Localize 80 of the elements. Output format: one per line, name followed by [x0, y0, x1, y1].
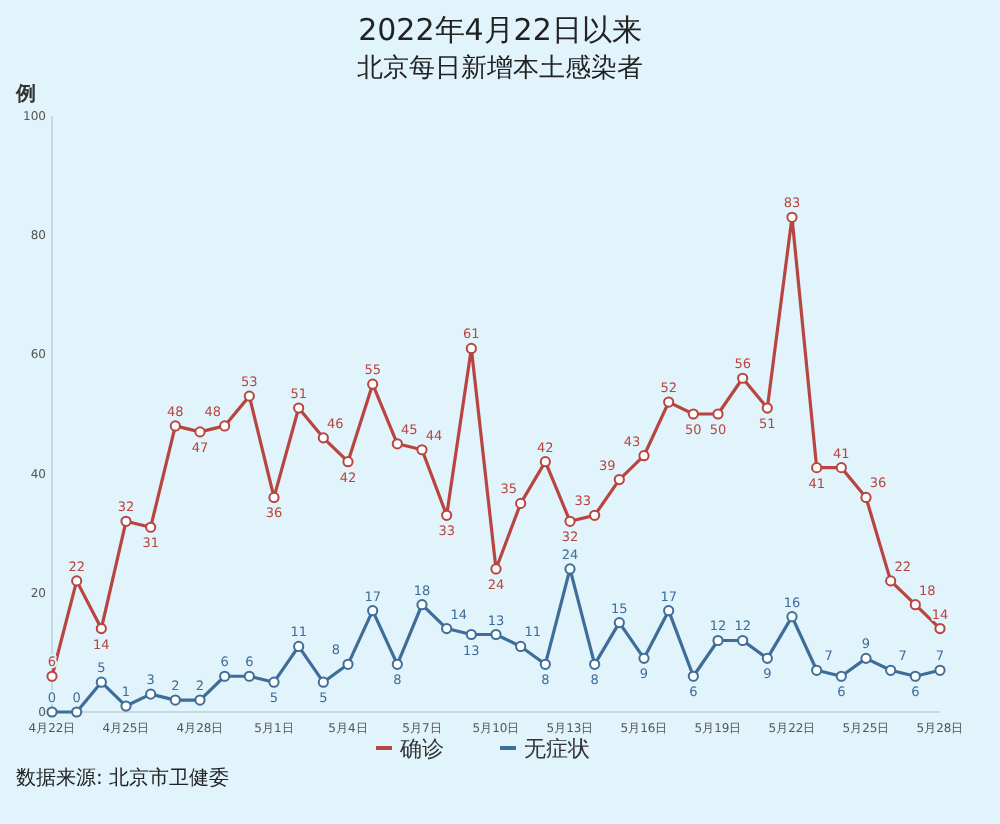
point — [71, 575, 83, 587]
point — [515, 640, 527, 653]
point — [539, 456, 551, 468]
point — [515, 497, 527, 509]
point — [391, 658, 403, 670]
point — [490, 563, 502, 575]
point — [46, 670, 58, 682]
point — [46, 706, 58, 718]
point — [663, 396, 675, 408]
chart-subtitle: 北京每日新增本土感染者 — [357, 54, 643, 84]
point — [219, 670, 231, 682]
point — [293, 640, 305, 653]
point — [490, 628, 502, 641]
point — [909, 670, 921, 682]
point — [860, 652, 872, 664]
point — [934, 622, 946, 635]
point — [317, 676, 329, 688]
point — [441, 509, 453, 521]
point — [169, 420, 181, 432]
point — [539, 658, 551, 670]
point — [786, 211, 798, 223]
point — [835, 670, 847, 682]
point — [885, 575, 897, 587]
point — [342, 456, 354, 468]
point — [761, 402, 773, 414]
point — [120, 700, 132, 712]
point — [909, 599, 921, 611]
point — [367, 378, 379, 390]
point — [342, 658, 354, 670]
point — [95, 676, 107, 688]
point — [564, 563, 576, 575]
chart-title: 2022年4月22日以来 — [358, 12, 642, 48]
point — [367, 605, 379, 617]
point — [268, 491, 280, 504]
point — [737, 634, 749, 647]
point — [145, 688, 157, 700]
point — [786, 611, 798, 623]
point — [465, 628, 477, 641]
point — [465, 342, 477, 355]
point — [835, 462, 847, 474]
point — [416, 599, 428, 611]
source-note: 数据来源: 北京市卫健委 — [16, 766, 230, 790]
y-axis-title: 例 — [14, 82, 36, 106]
point — [638, 652, 650, 664]
point — [589, 658, 601, 670]
point — [564, 515, 576, 527]
point — [194, 426, 206, 438]
legend-label: 确诊 — [398, 736, 444, 762]
point — [194, 694, 206, 706]
point — [293, 402, 305, 414]
point — [317, 432, 329, 444]
point — [638, 450, 650, 462]
point — [811, 664, 823, 676]
point — [712, 408, 724, 420]
point — [71, 706, 83, 718]
point — [613, 473, 625, 486]
point — [219, 420, 231, 432]
point — [663, 605, 675, 617]
point — [687, 408, 699, 420]
point — [687, 670, 699, 682]
point — [613, 617, 625, 629]
point — [589, 509, 601, 521]
point — [243, 670, 255, 682]
point — [737, 372, 749, 384]
point — [120, 515, 132, 527]
point — [811, 462, 823, 474]
point — [860, 491, 872, 504]
point — [934, 664, 946, 676]
point — [761, 652, 773, 664]
point — [712, 634, 724, 647]
point — [243, 390, 255, 402]
point — [268, 676, 280, 688]
legend-label: 无症状 — [524, 736, 590, 762]
point — [885, 664, 897, 676]
point — [441, 622, 453, 635]
point — [95, 622, 107, 635]
point — [169, 694, 181, 706]
point — [145, 521, 157, 533]
point — [416, 444, 428, 456]
point — [391, 438, 403, 450]
